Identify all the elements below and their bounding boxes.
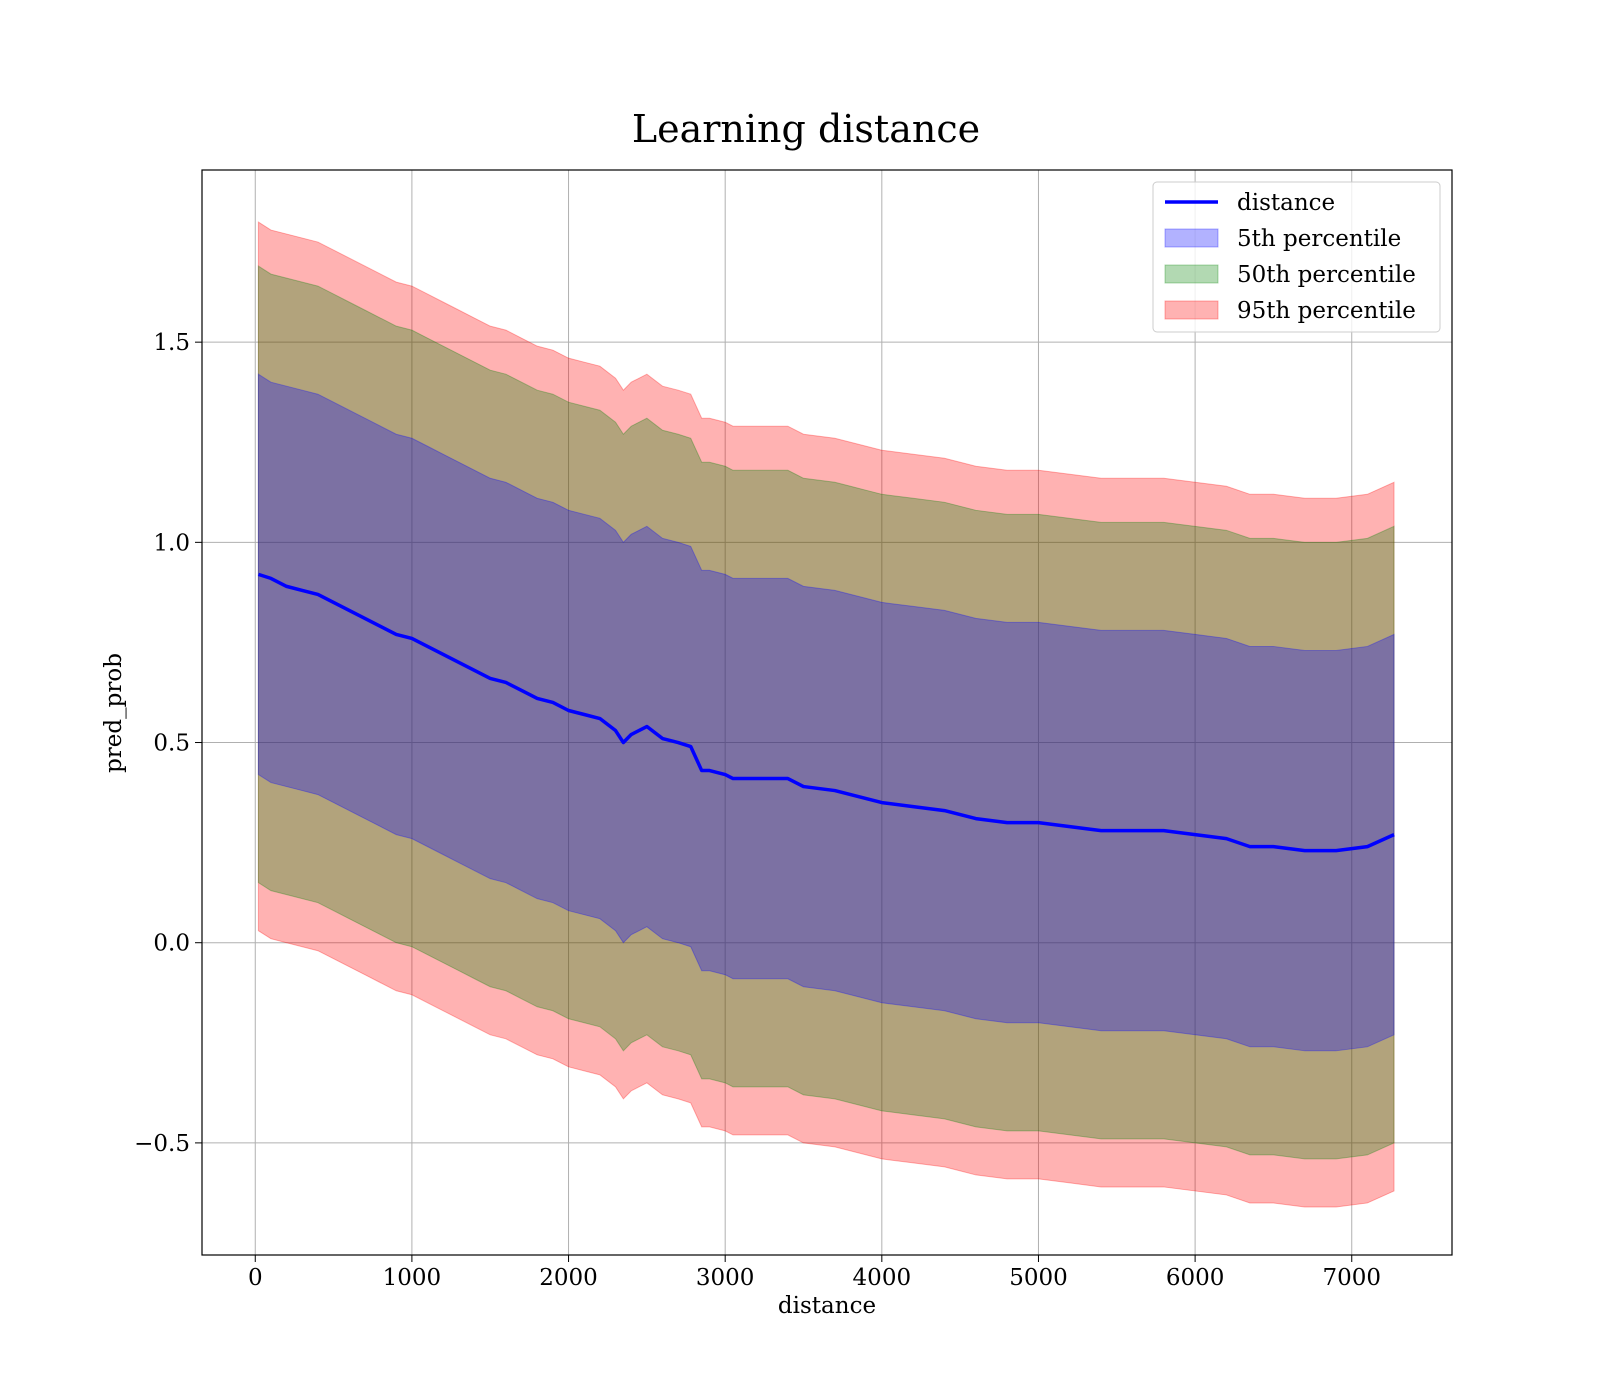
band-50th-percentile bbox=[257, 265, 1395, 1160]
x-tick-label: 4000 bbox=[853, 1265, 912, 1291]
y-axis-ticks: −0.5 0.0 0.5 1.0 1.5 bbox=[134, 330, 202, 1157]
y-tick-label: −0.5 bbox=[134, 1131, 190, 1157]
grid bbox=[202, 170, 1452, 1255]
y-tick-label: 0.0 bbox=[153, 931, 190, 957]
legend-box bbox=[1152, 181, 1441, 333]
x-tick-label: 6000 bbox=[1166, 1265, 1225, 1291]
x-tick-label: 3000 bbox=[696, 1265, 755, 1291]
distance-line-layer bbox=[257, 572, 1395, 853]
band-5th-percentile bbox=[257, 373, 1395, 1052]
x-tick-label: 2000 bbox=[539, 1265, 598, 1291]
plot-frame bbox=[201, 169, 1453, 1256]
x-tick-label: 7000 bbox=[1322, 1265, 1381, 1291]
y-tick-label: 1.0 bbox=[153, 530, 190, 556]
band-95th-percentile bbox=[257, 221, 1395, 1208]
legend-swatch-50th-percentile bbox=[1164, 264, 1219, 284]
legend-label-50th-percentile: 50th percentile bbox=[1237, 262, 1416, 288]
legend-swatch-95th-percentile bbox=[1164, 300, 1219, 320]
x-axis-label: distance bbox=[778, 1293, 876, 1319]
y-axis-label: pred_prob bbox=[101, 653, 127, 773]
series-line-distance bbox=[257, 572, 1395, 853]
percentile-bands bbox=[257, 221, 1395, 1208]
legend-label-distance: distance bbox=[1237, 190, 1335, 216]
x-tick-label: 0 bbox=[248, 1265, 263, 1291]
x-axis-ticks: 0 1000 2000 3000 4000 5000 6000 7000 bbox=[248, 1255, 1381, 1291]
legend: distance 5th percentile 50th percentile 95t… bbox=[1152, 181, 1441, 333]
legend-label-95th-percentile: 95th percentile bbox=[1237, 298, 1416, 324]
legend-swatch-5th-percentile bbox=[1164, 228, 1219, 248]
y-tick-label: 1.5 bbox=[153, 330, 190, 356]
x-tick-label: 1000 bbox=[383, 1265, 442, 1291]
legend-label-5th-percentile: 5th percentile bbox=[1237, 226, 1401, 252]
y-tick-label: 0.5 bbox=[153, 731, 190, 757]
chart-title: Learning distance bbox=[632, 107, 980, 151]
x-tick-label: 5000 bbox=[1009, 1265, 1068, 1291]
